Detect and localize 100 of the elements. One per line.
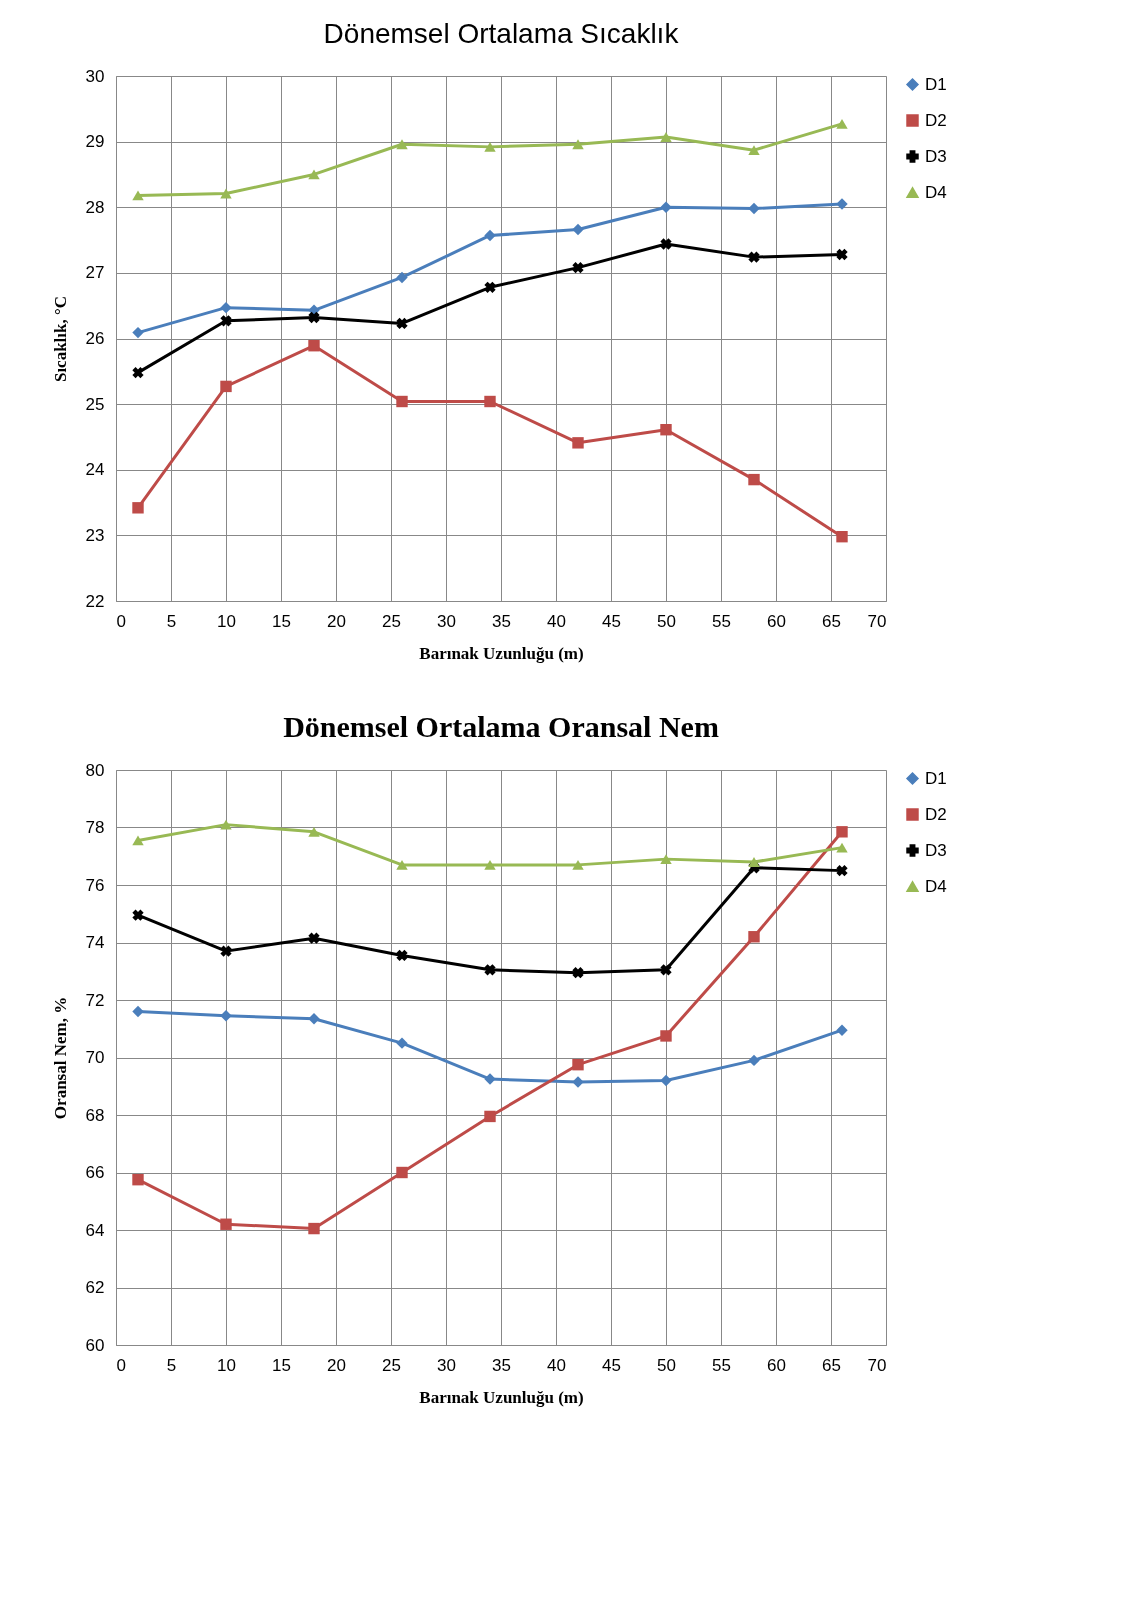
chart-title: Dönemsel Ortalama Sıcaklık [323,18,680,49]
point [484,281,496,293]
point [484,229,496,242]
point [748,202,760,215]
x-tick-label: 0 [116,611,126,631]
x-tick-label: 70 [867,611,887,631]
point [836,864,848,877]
point [572,1058,584,1071]
point [132,1005,144,1018]
point [132,366,144,379]
point [220,819,232,830]
x-axis-title: Barınak Uzunluğu (m) [419,643,584,663]
point [660,424,672,436]
point [308,1222,320,1235]
legend-label: D1 [925,768,947,788]
point [396,139,408,150]
x-tick-label: 45 [602,1355,621,1375]
point [572,1076,584,1088]
point [308,340,320,352]
y-tick-label: 23 [85,525,105,545]
legend-label: D1 [925,74,947,94]
point [396,1166,408,1179]
point [484,1073,496,1085]
point [132,909,144,921]
point [748,931,760,943]
y-tick-label: 74 [85,933,105,952]
y-tick-label: 22 [85,591,105,611]
x-tick-label: 10 [217,1355,236,1375]
point [572,859,584,870]
point [572,437,584,449]
point [836,530,848,543]
point [396,271,408,284]
x-tick-label: 55 [712,611,731,631]
point [396,859,408,870]
point [660,854,672,865]
y-axis-title: Oransal Nem, % [50,996,70,1120]
point [572,261,584,274]
point [484,141,496,152]
legend-label: D2 [925,110,947,130]
x-tick-label: 55 [712,1355,731,1375]
point [484,395,496,408]
y-tick-label: 24 [85,460,105,480]
point [308,932,320,944]
point [132,190,144,201]
y-tick-label: 80 [85,760,105,780]
x-tick-label: 35 [492,1355,511,1375]
point [308,826,320,837]
x-tick-label: 15 [272,1355,291,1375]
point [660,1030,672,1042]
point [660,964,672,976]
x-tick-label: 45 [602,611,621,631]
point [396,317,408,330]
legend-label: D2 [925,804,947,824]
x-tick-label: 20 [327,611,346,631]
point [836,198,848,210]
point [132,835,144,846]
y-tick-label: 76 [85,875,105,895]
point [572,223,584,236]
legend-label: D3 [925,146,947,166]
point [836,248,848,261]
point [748,473,760,486]
point [396,949,408,962]
y-tick-label: 78 [85,818,105,837]
point [660,132,672,142]
point [220,301,232,314]
x-tick-label: 40 [547,611,566,631]
point [836,826,848,838]
point [484,964,496,976]
x-tick-label: 50 [657,1355,676,1375]
x-tick-label: 60 [767,1355,786,1375]
point [396,395,408,408]
point [660,238,672,250]
point [132,326,144,339]
x-tick-label: 20 [327,1355,346,1375]
point [220,315,232,327]
y-tick-label: 68 [85,1105,105,1125]
point [220,1010,232,1022]
x-tick-label: 65 [822,611,841,631]
x-tick-label: 15 [272,611,291,631]
point [836,118,848,129]
y-tick-label: 64 [85,1220,105,1240]
point [132,502,144,514]
x-tick-label: 0 [116,1355,126,1375]
y-tick-label: 62 [85,1278,105,1297]
legend-label: D4 [925,182,947,202]
point [660,1074,672,1087]
point [748,145,760,156]
x-tick-label: 30 [437,1355,456,1375]
x-tick-label: 50 [657,611,676,631]
x-tick-label: 5 [166,1355,177,1375]
point [748,251,760,263]
x-tick-label: 65 [822,1355,841,1375]
point [220,188,232,199]
point [748,857,760,867]
y-tick-label: 27 [85,263,105,283]
point [220,380,232,393]
point [836,842,848,853]
point [308,169,320,180]
point [308,311,320,324]
x-tick-label: 40 [547,1355,566,1375]
